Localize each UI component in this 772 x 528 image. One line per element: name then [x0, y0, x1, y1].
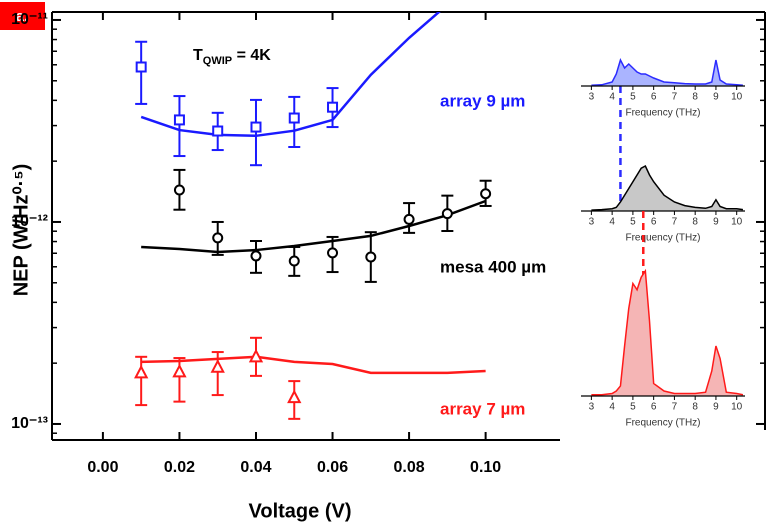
inset-x-tick-label: 10 — [731, 402, 743, 413]
marker — [135, 61, 147, 73]
plot-area — [134, 12, 492, 420]
panel-label-badge — [0, 2, 45, 30]
x-tick-label: 0.00 — [87, 459, 118, 476]
inset-x-tick-label: 6 — [651, 217, 657, 228]
marker — [287, 389, 302, 404]
inset-x-tick-label: 5 — [630, 92, 636, 103]
inset-x-tick-label: 6 — [651, 402, 657, 413]
inset-x-tick-label: 8 — [692, 92, 698, 103]
inset-x-tick-label: 9 — [713, 92, 719, 103]
fit-line — [141, 199, 487, 254]
inset-x-tick-label: 5 — [630, 217, 636, 228]
x-tick-label: 0.02 — [164, 459, 195, 476]
marker — [250, 250, 262, 262]
spectrum-line — [591, 268, 744, 396]
error-bar — [135, 355, 148, 407]
annotation-main: T — [193, 47, 203, 64]
inset-x-tick-label: 3 — [589, 402, 595, 413]
inset-x-axis-title: Frequency (THz) — [625, 418, 700, 429]
spectrum-fill — [591, 166, 743, 211]
inset-x-axis-title: Frequency (THz) — [625, 108, 700, 119]
fit-line — [141, 355, 486, 375]
marker — [134, 364, 149, 379]
inset-x-tick-label: 4 — [609, 92, 615, 103]
inset-x-tick-label: 4 — [609, 217, 615, 228]
marker — [327, 247, 339, 259]
series-label: mesa 400 µm — [440, 257, 546, 276]
series-label: array 9 µm — [440, 91, 525, 110]
inset-x-tick-label: 8 — [692, 217, 698, 228]
inset-x-tick-label: 9 — [713, 217, 719, 228]
inset-x-tick-label: 10 — [731, 92, 743, 103]
spectrum-line — [591, 58, 743, 86]
marker — [210, 359, 225, 373]
marker — [212, 125, 224, 137]
inset-x-tick-label: 8 — [692, 402, 698, 413]
x-tick-label: 0.06 — [317, 459, 348, 476]
inset-x-tick-label: 6 — [651, 92, 657, 103]
panel-label: a. — [16, 8, 29, 25]
temperature-annotation: TQWIP = 4K — [193, 47, 271, 67]
marker — [441, 208, 453, 220]
marker — [327, 101, 339, 113]
marker — [173, 184, 185, 196]
x-tick-label: 0.04 — [240, 459, 271, 476]
annotation-rest: = 4K — [232, 47, 271, 64]
x-tick-label: 0.08 — [394, 459, 425, 476]
inset-x-tick-label: 3 — [589, 92, 595, 103]
spectrum-line — [591, 164, 744, 211]
inset-x-tick-label: 9 — [713, 402, 719, 413]
y-axis-title: NEP (W/Hz⁰·⁵) — [10, 164, 32, 297]
x-axis-title: Voltage (V) — [249, 500, 352, 522]
marker — [288, 112, 300, 124]
inset-x-tick-label: 10 — [731, 217, 743, 228]
inset-x-tick-label: 5 — [630, 402, 636, 413]
y-tick-label: 10⁻¹² — [11, 213, 48, 230]
marker — [403, 213, 415, 225]
spectrum-fill — [591, 60, 743, 86]
marker — [250, 121, 262, 133]
x-tick-label: 0.10 — [470, 459, 501, 476]
error-bar — [135, 40, 148, 105]
y-tick-label: 10⁻¹³ — [11, 415, 48, 432]
marker — [480, 188, 492, 200]
marker — [212, 232, 224, 244]
inset-x-tick-label: 7 — [672, 217, 678, 228]
y-tick-label: 10⁻¹¹ — [11, 11, 48, 28]
error-bar — [173, 95, 186, 158]
inset-x-tick-label: 7 — [672, 92, 678, 103]
marker — [288, 255, 300, 267]
marker — [248, 348, 264, 363]
inset-x-tick-label: 4 — [609, 402, 615, 413]
inset-x-axis-title: Frequency (THz) — [625, 233, 700, 244]
inset-x-tick-label: 3 — [589, 217, 595, 228]
marker — [365, 251, 377, 263]
series-label: array 7 µm — [440, 399, 525, 418]
inset-x-tick-label: 7 — [672, 402, 678, 413]
spectrum-fill — [591, 271, 743, 396]
marker — [173, 114, 185, 126]
annotation-sub: QWIP — [203, 55, 232, 67]
marker — [172, 363, 187, 378]
